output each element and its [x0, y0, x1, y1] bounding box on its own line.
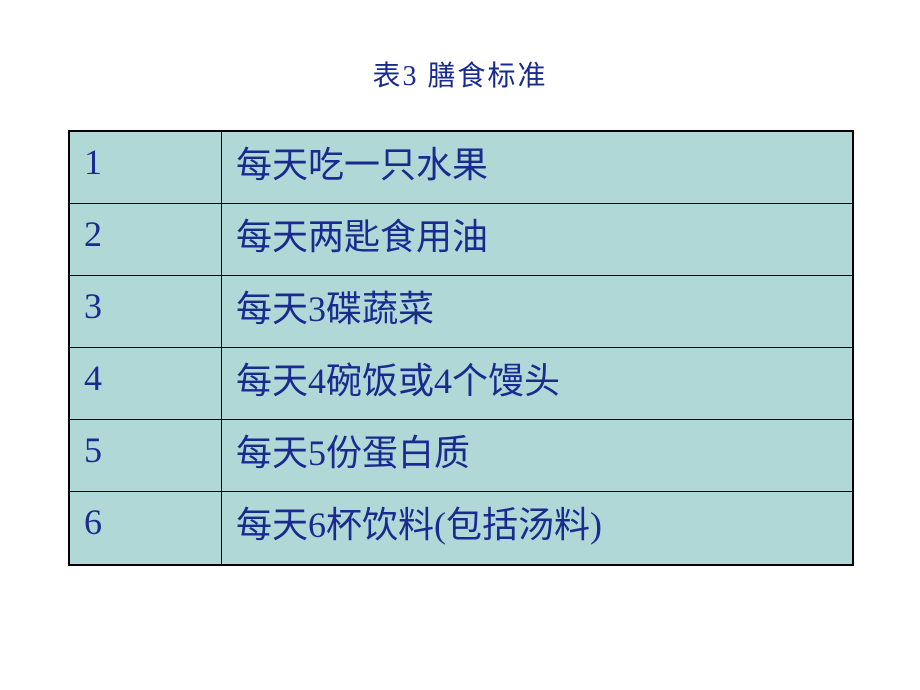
row-text: 每天两匙食用油: [222, 204, 852, 275]
row-text: 每天3碟蔬菜: [222, 276, 852, 347]
row-text: 每天6杯饮料(包括汤料): [222, 492, 852, 564]
table-row: 2 每天两匙食用油: [70, 204, 852, 276]
row-number: 5: [70, 420, 222, 491]
row-number: 6: [70, 492, 222, 564]
row-text: 每天5份蛋白质: [222, 420, 852, 491]
row-number: 1: [70, 132, 222, 203]
diet-table: 1 每天吃一只水果 2 每天两匙食用油 3 每天3碟蔬菜 4 每天4碗饭或4个馒…: [68, 130, 854, 566]
table-row: 5 每天5份蛋白质: [70, 420, 852, 492]
row-number: 2: [70, 204, 222, 275]
row-number: 3: [70, 276, 222, 347]
table-row: 1 每天吃一只水果: [70, 132, 852, 204]
row-number: 4: [70, 348, 222, 419]
table-title: 表3 膳食标准: [0, 54, 920, 94]
table-row: 6 每天6杯饮料(包括汤料): [70, 492, 852, 564]
row-text: 每天4碗饭或4个馒头: [222, 348, 852, 419]
row-text: 每天吃一只水果: [222, 132, 852, 203]
table-row: 3 每天3碟蔬菜: [70, 276, 852, 348]
table-row: 4 每天4碗饭或4个馒头: [70, 348, 852, 420]
